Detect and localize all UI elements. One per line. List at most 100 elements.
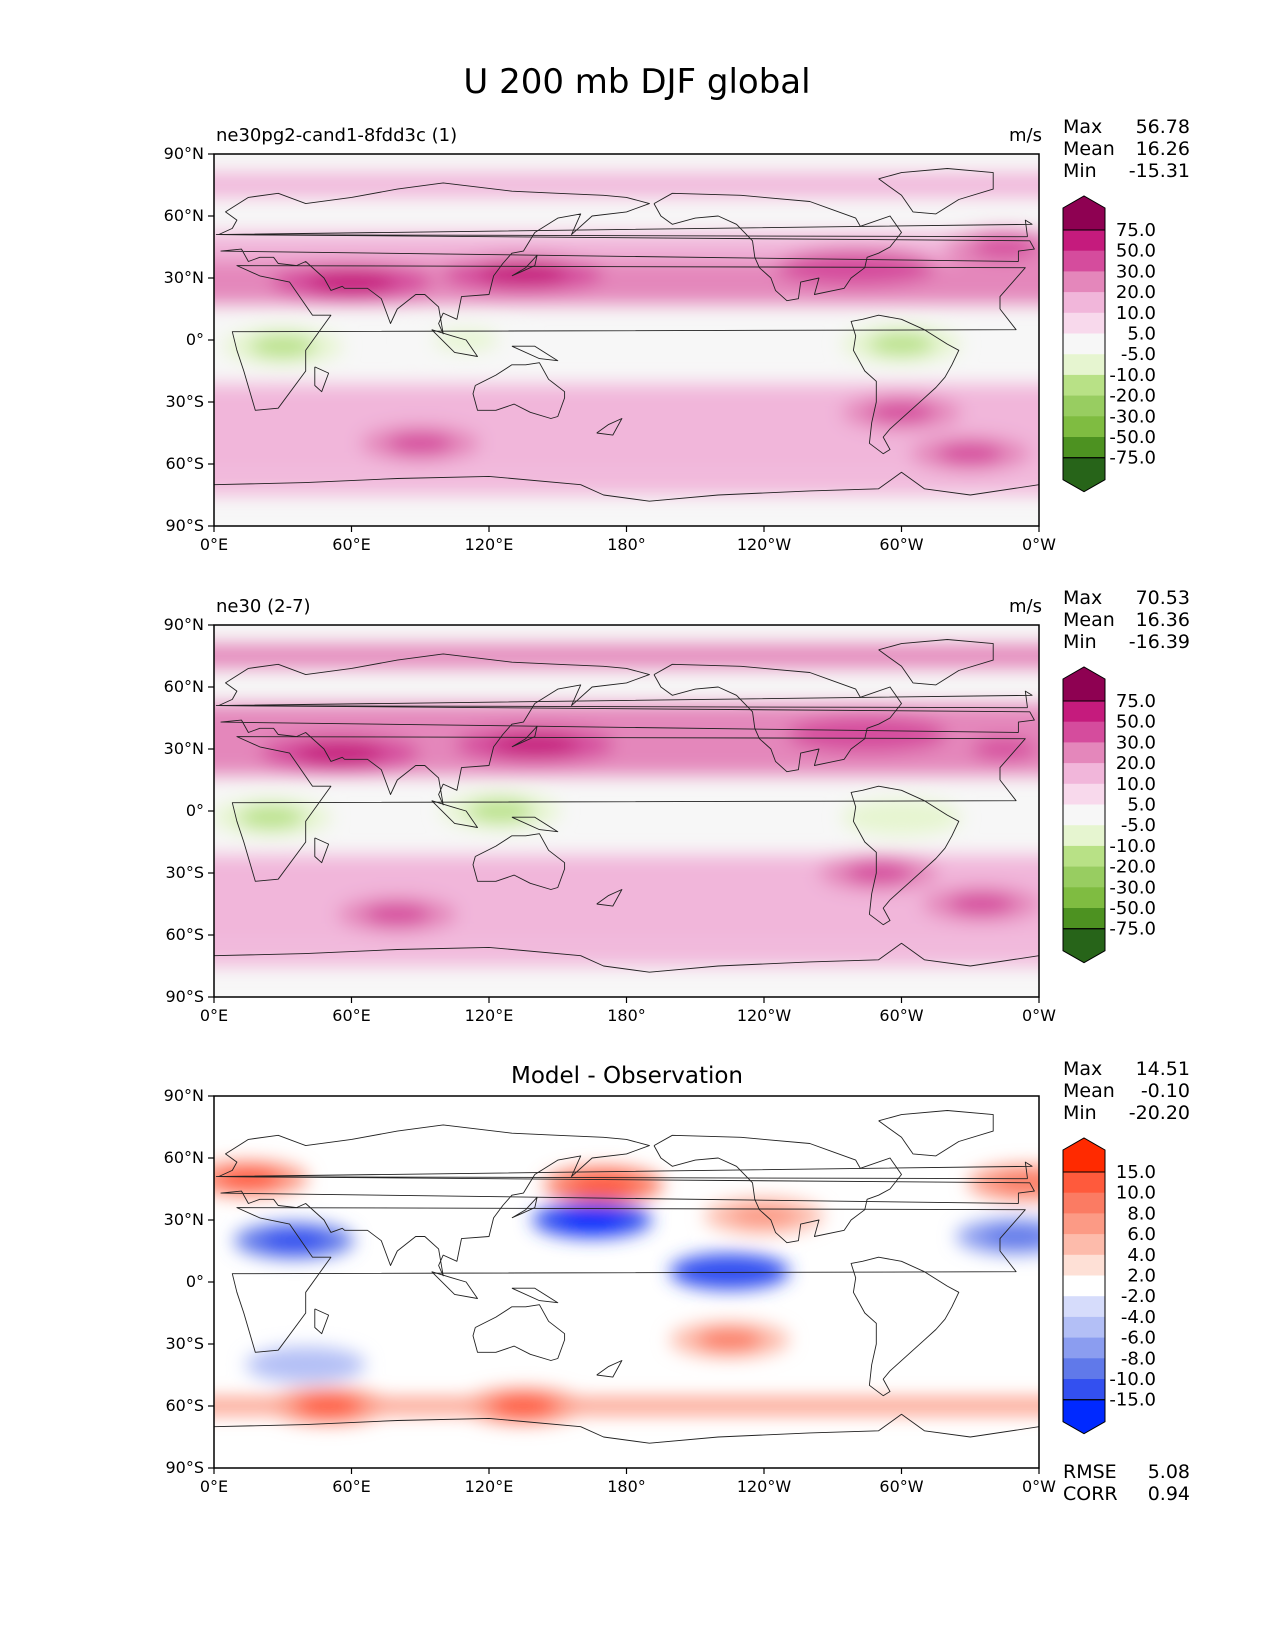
coastline	[511, 1196, 538, 1219]
colorbar-tick-label: -20.0	[1109, 386, 1156, 407]
contour-core	[296, 742, 385, 765]
colorbar-tick-label: -10.0	[1109, 1369, 1156, 1390]
coastline	[218, 1124, 1035, 1277]
coastline	[653, 1134, 902, 1244]
colorbar-tick-label: -10.0	[1109, 836, 1156, 857]
x-tick-label: 0°E	[200, 1477, 228, 1496]
colorbar-segment	[1063, 866, 1105, 888]
contour-core	[971, 738, 1038, 760]
y-tick-label: 90°N	[164, 615, 204, 634]
colorbar-frame	[1062, 1171, 1106, 1401]
footer-stat-value: 0.94	[1148, 1483, 1190, 1505]
coastlines	[214, 1110, 1039, 1444]
contour-core	[387, 432, 454, 455]
contour-core	[983, 1225, 1039, 1248]
y-tick-label: 30°N	[164, 268, 204, 287]
contour-core	[868, 401, 935, 424]
stat-value: 70.53	[1136, 587, 1190, 609]
panel-reference: ne30 (2-7) m/s 0°E 60°E 120°E 180° 120°W 60°W…	[164, 587, 1190, 1025]
colorbar-tick-label: 10.0	[1116, 1183, 1156, 1204]
coastline	[214, 942, 1039, 973]
units-label: m/s	[1009, 125, 1042, 146]
colorbar-tick-label: -8.0	[1121, 1348, 1156, 1369]
zonal-band	[214, 173, 1039, 197]
colorbar-segment	[1063, 783, 1105, 805]
stat-value: 14.51	[1136, 1058, 1190, 1080]
contour-field	[214, 1160, 1039, 1424]
colorbar-tick-label: 8.0	[1127, 1203, 1156, 1224]
contour-core	[937, 442, 1004, 465]
footer-stat-label: CORR	[1063, 1483, 1118, 1505]
x-tick-label: 0°W	[1022, 535, 1056, 554]
colorbar: 75.050.030.020.010.05.0-5.0-10.0-20.0-30…	[1062, 195, 1156, 493]
stat-label: Max	[1063, 1058, 1102, 1080]
colorbar-segment	[1063, 1316, 1105, 1339]
colorbar-segment	[1063, 1254, 1105, 1276]
y-tick-label: 30°N	[164, 739, 204, 758]
colorbar-tick-label: -50.0	[1109, 427, 1156, 448]
contour-core	[490, 733, 579, 756]
zonal-band	[214, 945, 1039, 966]
colorbar-tick-label: 10.0	[1116, 303, 1156, 324]
coastline	[596, 1360, 623, 1378]
y-tick-label: 60°S	[165, 454, 204, 473]
contour-field	[214, 644, 1039, 966]
coastline	[878, 168, 994, 215]
coastline	[215, 219, 1033, 238]
colorbar-tick-label: 5.0	[1127, 324, 1156, 345]
panel-difference: Model - Observation 0°E 60°E 120°E 180° 120°…	[164, 1058, 1190, 1505]
coastline	[511, 254, 538, 277]
y-tick-label: 0°	[186, 801, 204, 820]
colorbar-tick-label: -15.0	[1109, 1390, 1156, 1411]
coastline	[511, 345, 559, 362]
axis-ticks: 0°E 60°E 120°E 180° 120°W 60°W 0°W 90°N 60°N 30°N…	[164, 615, 1057, 1025]
colorbar-extend-max	[1062, 666, 1106, 702]
x-tick-label: 120°E	[465, 1477, 514, 1496]
coastlines	[214, 168, 1039, 502]
contour-core	[971, 236, 1038, 258]
coastline	[314, 837, 330, 864]
contour-core	[696, 1260, 763, 1283]
stat-label: Mean	[1063, 1080, 1115, 1102]
contour-core	[948, 893, 1015, 915]
contour-core	[823, 723, 912, 746]
colorbar-extend-min	[1062, 457, 1106, 493]
y-tick-label: 90°S	[165, 516, 204, 535]
colorbar-segment	[1063, 1296, 1105, 1318]
coastline	[431, 800, 478, 828]
stats-block: Max 56.78 Mean 16.26 Min -15.31	[1063, 116, 1190, 182]
colorbar-segment	[1063, 292, 1105, 314]
coastline	[214, 471, 1039, 502]
x-tick-label: 60°W	[879, 535, 923, 554]
colorbar-segment	[1063, 230, 1105, 252]
zonal-band	[214, 1398, 1039, 1414]
colorbar-tick-label: 15.0	[1116, 1162, 1156, 1183]
contour-core	[467, 800, 534, 822]
x-tick-label: 0°E	[200, 535, 228, 554]
coastline	[218, 182, 1035, 335]
colorbar: 15.010.08.06.04.02.0-2.0-4.0-6.0-8.0-10.…	[1062, 1137, 1156, 1435]
contour-core	[845, 862, 912, 884]
contour-core	[731, 1204, 797, 1227]
stat-label: Min	[1063, 631, 1097, 653]
x-tick-label: 180°	[607, 1477, 646, 1496]
colorbar-segment	[1063, 374, 1105, 397]
stat-label: Mean	[1063, 138, 1115, 160]
y-tick-label: 60°N	[164, 677, 204, 696]
contour-core	[261, 1229, 328, 1252]
colorbar-segment	[1063, 804, 1105, 826]
y-tick-label: 90°N	[164, 1086, 204, 1105]
map-plot	[214, 1096, 1039, 1468]
contour-core	[696, 1328, 763, 1351]
coastline	[596, 418, 623, 436]
contour-core	[272, 1353, 339, 1376]
contour-core	[295, 1395, 362, 1417]
coastline	[215, 690, 1033, 709]
colorbar-segment	[1063, 1358, 1105, 1380]
stat-value: -16.39	[1129, 631, 1190, 653]
colorbar-segment	[1063, 825, 1105, 847]
map-plot	[214, 154, 1039, 526]
x-tick-label: 60°E	[332, 535, 370, 554]
colorbar-tick-label: 10.0	[1116, 774, 1156, 795]
